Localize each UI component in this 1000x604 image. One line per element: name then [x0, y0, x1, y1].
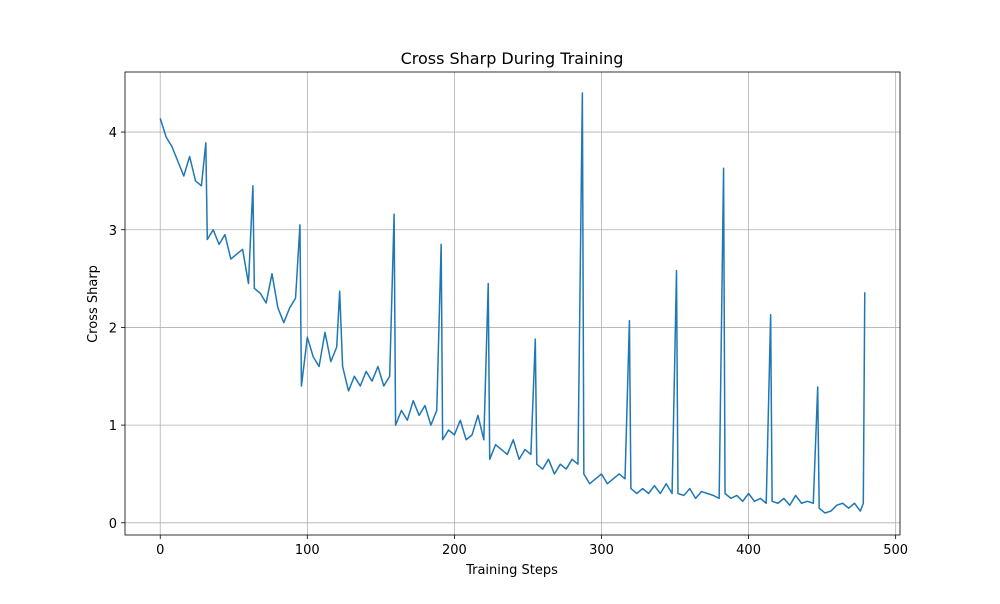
x-tick-label: 500	[883, 543, 908, 558]
plot-frame	[124, 71, 901, 536]
y-tick-label: 0	[109, 517, 117, 532]
data-line	[159, 92, 866, 514]
y-tick-label: 1	[109, 419, 117, 434]
x-tick-label: 200	[442, 543, 467, 558]
y-axis-label: Cross Sharp	[86, 265, 101, 343]
y-tick-label: 4	[109, 126, 117, 141]
x-tick-label: 0	[156, 543, 164, 558]
y-tick-label: 3	[109, 224, 117, 239]
x-axis-label: Training Steps	[465, 563, 558, 578]
y-tick-label: 2	[109, 321, 117, 336]
chart-title: Cross Sharp During Training	[401, 49, 624, 68]
x-tick-label: 300	[589, 543, 614, 558]
x-tick-label: 100	[295, 543, 320, 558]
x-tick-label: 400	[736, 543, 761, 558]
